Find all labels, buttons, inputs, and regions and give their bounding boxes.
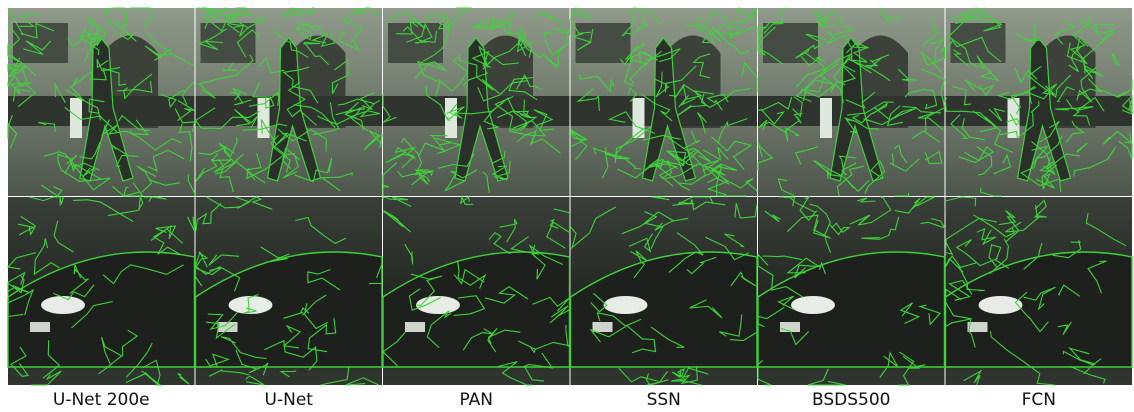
- headlight: [41, 296, 85, 314]
- headlight: [229, 296, 273, 314]
- caption: U-Net 200e: [53, 390, 150, 410]
- plate: [30, 322, 50, 332]
- building-windows: [201, 23, 256, 63]
- bag-highlight: [820, 98, 832, 138]
- caption: FCN: [1022, 390, 1056, 410]
- panel-column: [383, 8, 570, 385]
- panel-column: [571, 8, 758, 385]
- caption: BSDS500: [812, 390, 890, 410]
- building-windows: [763, 23, 818, 63]
- headlight: [791, 296, 835, 314]
- building-windows: [13, 23, 68, 63]
- panel-column: [946, 8, 1133, 385]
- panel-column: [758, 8, 945, 385]
- caption: SSN: [647, 390, 681, 410]
- plate: [405, 322, 425, 332]
- panel-column: [196, 8, 383, 385]
- caption: U-Net: [265, 390, 314, 410]
- caption: PAN: [459, 390, 493, 410]
- figure: U-Net 200e U-Net PAN SSN BSDS500 FCN: [0, 0, 1134, 412]
- boundary: [779, 197, 795, 198]
- plate: [780, 322, 800, 332]
- panel-column: [8, 8, 195, 385]
- headlight: [979, 296, 1023, 314]
- headlight: [604, 296, 648, 314]
- building-windows: [576, 23, 631, 63]
- plate: [593, 322, 613, 332]
- bag-highlight: [70, 98, 82, 138]
